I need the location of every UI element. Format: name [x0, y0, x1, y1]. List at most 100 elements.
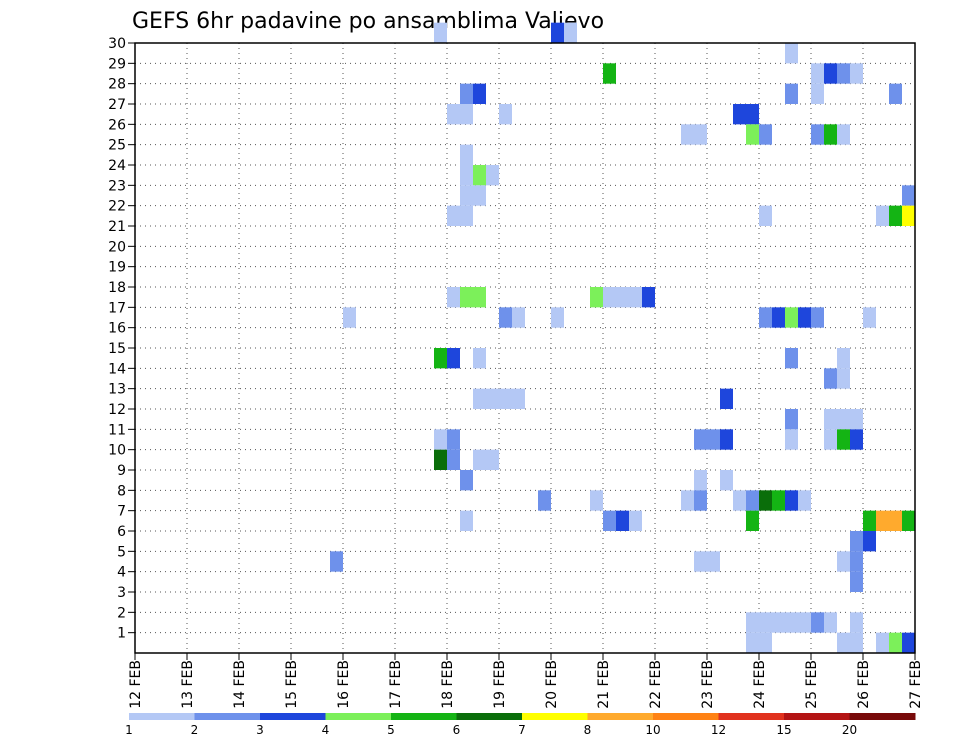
y-tick-label: 20: [108, 239, 126, 255]
colorbar-swatch: [587, 713, 654, 720]
heatmap-cell: [811, 63, 824, 84]
heatmap-cell: [460, 510, 473, 531]
y-tick-label: 13: [108, 382, 126, 398]
heatmap-cell: [746, 490, 759, 511]
heatmap-cell: [447, 348, 460, 369]
heatmap-cell: [551, 22, 564, 43]
heatmap-cell: [850, 551, 863, 572]
heatmap-cell: [681, 490, 694, 511]
y-tick-label: 24: [108, 158, 126, 174]
heatmap-cell: [889, 632, 902, 653]
heatmap-cell: [746, 124, 759, 145]
heatmap-cell: [889, 83, 902, 104]
heatmap-cell: [473, 449, 486, 470]
colorbar-label: 2: [191, 723, 199, 737]
heatmap-cell: [811, 612, 824, 633]
heatmap-cell: [824, 63, 837, 84]
heatmap-cell: [785, 409, 798, 430]
y-tick-label: 11: [108, 422, 126, 438]
colorbar-swatch: [260, 713, 326, 720]
colorbar: 1 2 3 4 5 6 7 8 10 12 15 20: [125, 713, 916, 737]
heatmap-cell: [603, 510, 616, 531]
heatmap-cell: [473, 165, 486, 186]
x-tick-label: 23 FEB: [700, 660, 716, 709]
heatmap-cell: [473, 348, 486, 369]
colorbar-label: 20: [842, 723, 857, 737]
heatmap-cell: [460, 83, 473, 104]
heatmap-cell: [434, 429, 447, 450]
heatmap-cell: [837, 63, 850, 84]
heatmap-cell: [590, 287, 603, 308]
colorbar-swatch: [653, 713, 719, 720]
y-tick-label: 19: [108, 260, 126, 276]
heatmap-cell: [460, 470, 473, 491]
heatmap-cell: [343, 307, 356, 328]
heatmap-cell: [785, 348, 798, 369]
colorbar-swatch: [522, 713, 588, 720]
x-tick-label: 26 FEB: [856, 660, 872, 709]
heatmap-cell: [902, 510, 915, 531]
heatmap-cell: [772, 307, 785, 328]
y-tick-label: 15: [108, 341, 126, 357]
heatmap-cell: [811, 124, 824, 145]
colorbar-label: 6: [453, 723, 461, 737]
heatmap-cell: [850, 63, 863, 84]
heatmap-cell: [694, 124, 707, 145]
heatmap-cell: [876, 205, 889, 226]
x-tick-label: 24 FEB: [752, 660, 768, 709]
colorbar-label: 10: [645, 723, 660, 737]
heatmap-cell: [694, 470, 707, 491]
heatmap-cell: [460, 287, 473, 308]
heatmap-cell: [473, 83, 486, 104]
heatmap-cell: [837, 124, 850, 145]
y-tick-label: 17: [108, 300, 126, 316]
heatmap-cell: [499, 388, 512, 409]
heatmap-cell: [694, 429, 707, 450]
y-tick-label: 23: [108, 178, 126, 194]
colorbar-swatch: [194, 713, 261, 720]
heatmap-cell: [811, 307, 824, 328]
colorbar-label: 4: [322, 723, 330, 737]
heatmap-cell: [837, 368, 850, 389]
heatmap-cell: [798, 307, 811, 328]
heatmap-cell: [460, 104, 473, 125]
heatmap-cell: [486, 165, 499, 186]
heatmap-cell: [746, 510, 759, 531]
y-tick-label: 5: [117, 544, 126, 560]
heatmap-cell: [759, 632, 772, 653]
heatmap-cell: [759, 490, 772, 511]
y-tick-label: 8: [117, 483, 126, 499]
heatmap-cell: [759, 307, 772, 328]
colorbar-label: 1: [125, 723, 133, 737]
heatmap-cell: [876, 632, 889, 653]
heatmap-cell: [603, 63, 616, 84]
heatmap-cell: [473, 287, 486, 308]
x-tick-label: 14 FEB: [232, 660, 248, 709]
heatmap-cell: [876, 510, 889, 531]
heatmap-cell: [551, 307, 564, 328]
heatmap-cell: [486, 449, 499, 470]
colorbar-swatch: [784, 713, 850, 720]
heatmap-cell: [681, 124, 694, 145]
y-tick-label: 7: [117, 504, 126, 520]
heatmap-cell: [447, 429, 460, 450]
x-tick-label: 16 FEB: [336, 660, 352, 709]
heatmap-cell: [798, 490, 811, 511]
heatmap-cell: [902, 185, 915, 206]
y-tick-label: 3: [117, 585, 126, 601]
heatmap-cell: [837, 551, 850, 572]
heatmap-cell: [824, 368, 837, 389]
colorbar-label: 15: [776, 723, 791, 737]
y-tick-label: 9: [117, 463, 126, 479]
heatmap-cell: [772, 490, 785, 511]
heatmap-cell: [746, 632, 759, 653]
heatmap-cell: [707, 429, 720, 450]
colorbar-swatch: [456, 713, 523, 720]
heatmap-cell: [434, 348, 447, 369]
heatmap-cell: [512, 388, 525, 409]
y-tick-label: 26: [108, 117, 126, 133]
heatmap-cell: [863, 531, 876, 552]
heatmap-cell: [759, 612, 772, 633]
heatmap-cell: [785, 43, 798, 64]
heatmap-cell: [772, 612, 785, 633]
